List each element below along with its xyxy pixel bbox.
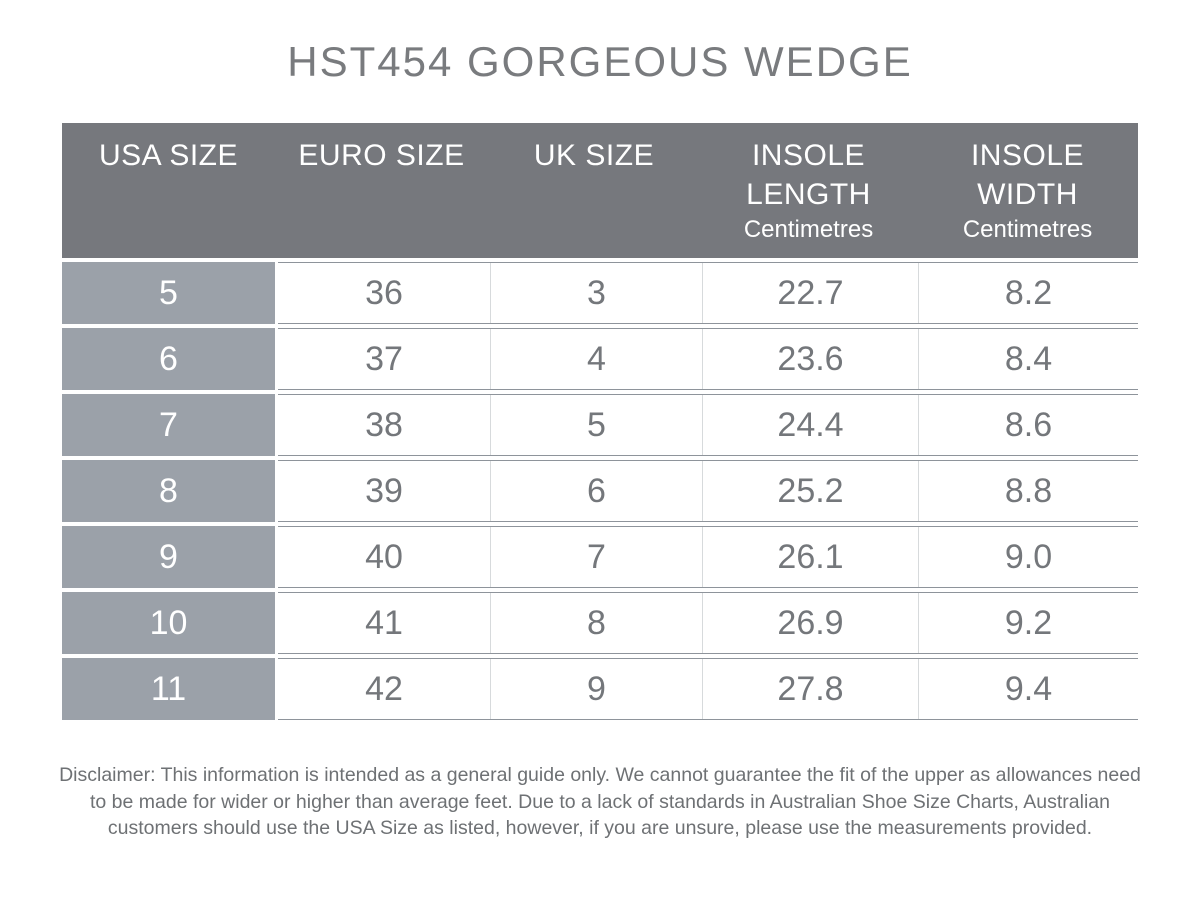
data-cell: 8.4: [918, 329, 1138, 389]
data-cell: 24.4: [702, 395, 918, 455]
data-cell: 4: [490, 329, 702, 389]
row-cells: 36 3 22.7 8.2: [278, 262, 1138, 324]
header-label: UK SIZE: [533, 139, 655, 172]
header-cell-uk-size: UK SIZE: [488, 123, 700, 258]
usa-size-cell: 6: [62, 328, 275, 390]
header-label: LENGTH: [746, 178, 871, 211]
data-cell: 8.8: [918, 461, 1138, 521]
data-cell: 23.6: [702, 329, 918, 389]
data-cell: 9.2: [918, 593, 1138, 653]
data-cell: 9: [490, 659, 702, 719]
header-cell-insole-length: INSOLE LENGTH Centimetres: [700, 123, 917, 258]
data-cell: 26.1: [702, 527, 918, 587]
row-cells: 38 5 24.4 8.6: [278, 394, 1138, 456]
header-row: USA SIZE EURO SIZE UK SIZE INSOLE LENGTH Cent…: [62, 123, 1138, 258]
table-body: 5 36 3 22.7 8.2 6 37 4 23.6 8.4 7 38 5 24.4 8.6 8 39 6 25.…: [62, 262, 1138, 720]
data-cell: 25.2: [702, 461, 918, 521]
data-cell: 26.9: [702, 593, 918, 653]
row-cells: 42 9 27.8 9.4: [278, 658, 1138, 720]
row-cells: 39 6 25.2 8.8: [278, 460, 1138, 522]
table-row: 9 40 7 26.1 9.0: [62, 526, 1138, 588]
table-row: 6 37 4 23.6 8.4: [62, 328, 1138, 390]
data-cell: 9.0: [918, 527, 1138, 587]
table-row: 11 42 9 27.8 9.4: [62, 658, 1138, 720]
header-label: EURO SIZE: [298, 139, 465, 172]
usa-size-cell: 8: [62, 460, 275, 522]
header-sublabel: Centimetres: [962, 216, 1093, 243]
header-cell-insole-width: INSOLE WIDTH Centimetres: [917, 123, 1138, 258]
header-label: INSOLE: [751, 139, 866, 172]
row-cells: 37 4 23.6 8.4: [278, 328, 1138, 390]
header-cell-usa-size: USA SIZE: [62, 123, 275, 258]
data-cell: 39: [365, 471, 403, 510]
header-label: USA SIZE: [98, 139, 239, 172]
data-cell: 42: [365, 669, 403, 708]
data-cell: 9.4: [918, 659, 1138, 719]
table-row: 10 41 8 26.9 9.2: [62, 592, 1138, 654]
size-table: USA SIZE EURO SIZE UK SIZE INSOLE LENGTH Cent…: [62, 123, 1138, 720]
data-cell: 22.7: [702, 263, 918, 323]
page-title: HST454 GORGEOUS WEDGE: [287, 38, 913, 85]
data-cell: 40: [365, 537, 403, 576]
data-cell: 36: [365, 273, 403, 312]
data-cell: 38: [365, 405, 403, 444]
data-cell: 8.2: [918, 263, 1138, 323]
usa-size-cell: 5: [62, 262, 275, 324]
usa-size-cell: 9: [62, 526, 275, 588]
row-cells: 41 8 26.9 9.2: [278, 592, 1138, 654]
usa-size-cell: 10: [62, 592, 275, 654]
disclaimer-text: Disclaimer: This information is intended…: [59, 764, 1141, 839]
data-cell: 41: [365, 603, 403, 642]
header-cell-euro-size: EURO SIZE: [275, 123, 488, 258]
table-row: 8 39 6 25.2 8.8: [62, 460, 1138, 522]
data-cell: 7: [490, 527, 702, 587]
data-cell: 8.6: [918, 395, 1138, 455]
data-cell: 3: [490, 263, 702, 323]
row-cells: 40 7 26.1 9.0: [278, 526, 1138, 588]
data-cell: 8: [490, 593, 702, 653]
data-cell: 5: [490, 395, 702, 455]
table-row: 5 36 3 22.7 8.2: [62, 262, 1138, 324]
data-cell: 6: [490, 461, 702, 521]
data-cell: 37: [365, 339, 403, 378]
usa-size-cell: 11: [62, 658, 275, 720]
table-row: 7 38 5 24.4 8.6: [62, 394, 1138, 456]
usa-size-cell: 7: [62, 394, 275, 456]
header-label: WIDTH: [977, 178, 1078, 211]
header-label: INSOLE: [970, 139, 1085, 172]
data-cell: 27.8: [702, 659, 918, 719]
header-sublabel: Centimetres: [743, 216, 874, 243]
